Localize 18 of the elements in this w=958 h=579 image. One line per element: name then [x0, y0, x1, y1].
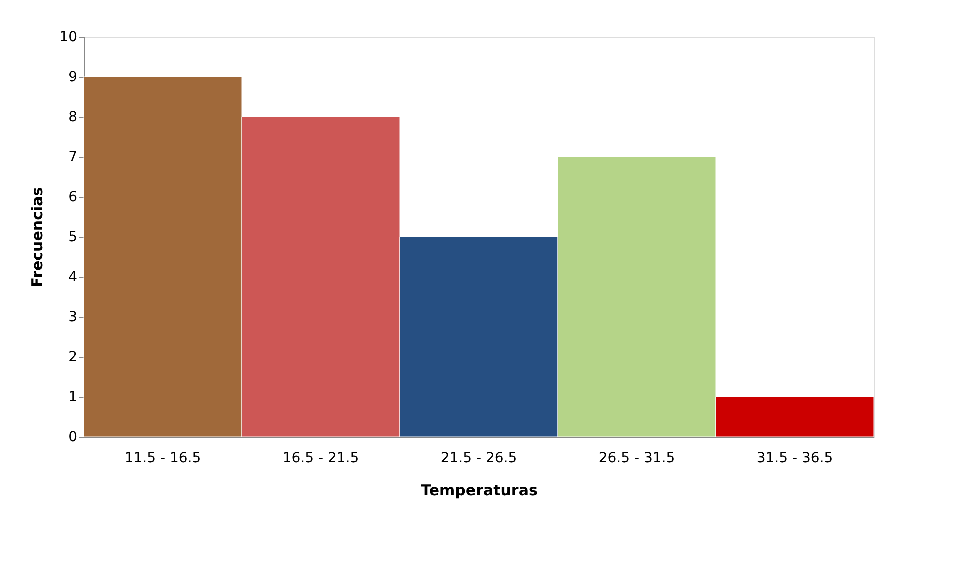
x-tick-label: 26.5 - 31.5 — [598, 450, 676, 466]
y-tick-label: 9 — [68, 70, 78, 86]
x-tick-label: 21.5 - 26.5 — [440, 450, 518, 466]
y-tick-label: 5 — [68, 230, 78, 246]
y-tick-label: 2 — [68, 350, 78, 366]
y-axis-title: Frecuencias — [28, 187, 47, 288]
y-tick-label: 3 — [68, 310, 78, 326]
x-tick-label: 16.5 - 21.5 — [282, 450, 360, 466]
y-tick-label: 10 — [60, 30, 78, 46]
y-tick-label: 1 — [68, 390, 78, 406]
y-tick-label: 6 — [68, 190, 78, 206]
y-tick-label: 8 — [68, 110, 78, 126]
x-tick-label: 11.5 - 16.5 — [124, 450, 202, 466]
y-tick-label: 7 — [68, 150, 78, 166]
x-axis-title: Temperaturas — [421, 482, 538, 500]
x-tick-label: 31.5 - 36.5 — [756, 450, 834, 466]
y-tick-label: 0 — [68, 430, 78, 446]
y-tick-label: 4 — [68, 270, 78, 286]
